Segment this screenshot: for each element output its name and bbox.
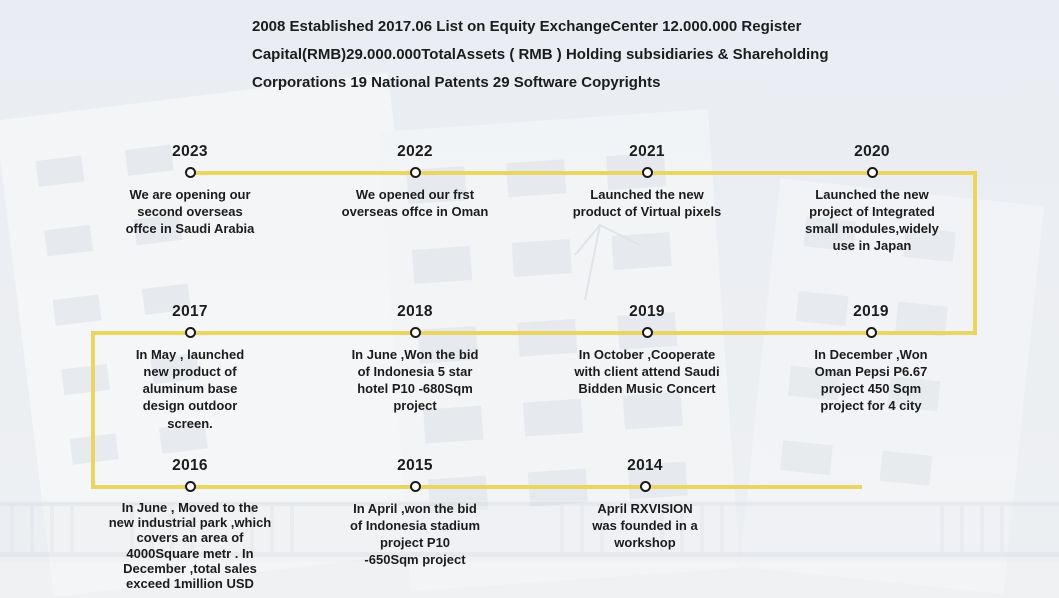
timeline-year: 2023 (172, 143, 208, 160)
timeline-year: 2016 (172, 457, 208, 474)
header-line-2: Capital(RMB)29.000.000TotalAssets ( RMB … (252, 46, 829, 63)
timeline-item-2015: 2015 In April ,won the bid of Indonesia … (309, 457, 521, 569)
timeline-item-2019-december: 2019 In December ,Won Oman Pepsi P6.67 p… (765, 303, 977, 415)
timeline-item-2017: 2017 In May , launched new product of al… (84, 303, 296, 432)
timeline-year: 2022 (397, 143, 433, 160)
timeline-description: We opened our frst overseas offce in Oma… (341, 187, 489, 220)
timeline-item-2016: 2016 In June , Moved to the new industri… (84, 457, 296, 591)
timeline-year: 2020 (854, 143, 890, 160)
timeline-node-icon (641, 167, 653, 178)
timeline-year: 2014 (627, 457, 663, 474)
header-line-3: Corporations 19 National Patents 29 Soft… (252, 74, 661, 91)
timeline-year: 2021 (629, 143, 665, 160)
timeline-node-icon (184, 327, 196, 338)
timeline-item-2014: 2014 April RXVISION was founded in a wor… (539, 457, 751, 551)
timeline-description: In April ,won the bid of Indonesia stadi… (349, 501, 480, 568)
timeline-node-icon (409, 327, 421, 338)
timeline-node-icon (865, 327, 877, 338)
timeline-node-icon (409, 167, 421, 178)
timeline-description: In December ,Won Oman Pepsi P6.67 projec… (814, 347, 928, 414)
timeline-year: 2019 (629, 303, 665, 320)
company-summary-header: 2008 Established 2017.06 List on Equity … (252, 13, 832, 97)
timeline-description: April RXVISION was founded in a workshop (592, 501, 698, 551)
timeline-description: In June ,Won the bid of Indonesia 5 star… (351, 347, 479, 414)
timeline-node-icon (184, 481, 196, 492)
timeline-description: We are opening our second overseas offce… (125, 187, 255, 237)
timeline-item-2021: 2021 Launched the new product of Virtual… (541, 143, 753, 220)
timeline-description: In May , launched new product of aluminu… (135, 347, 245, 431)
timeline-year: 2019 (853, 303, 889, 320)
timeline-year: 2015 (397, 457, 433, 474)
timeline-description: In October ,Cooperate with client attend… (574, 347, 720, 397)
header-line-1: 2008 Established 2017.06 List on Equity … (252, 18, 802, 35)
timeline-year: 2017 (172, 303, 208, 320)
timeline-item-2018: 2018 In June ,Won the bid of Indonesia 5… (309, 303, 521, 415)
timeline-item-2023: 2023 We are opening our second overseas … (84, 143, 296, 237)
timeline-description: Launched the new product of Virtual pixe… (572, 187, 722, 220)
timeline-item-2020: 2020 Launched the new project of Integra… (766, 143, 978, 255)
timeline-node-icon (184, 167, 196, 178)
timeline-node-icon (641, 327, 653, 338)
timeline-description: In June , Moved to the new industrial pa… (108, 500, 272, 592)
timeline-node-icon (409, 481, 421, 492)
timeline-year: 2018 (397, 303, 433, 320)
timeline-node-icon (639, 481, 651, 492)
timeline-description: Launched the new project of Integrated s… (805, 187, 939, 254)
timeline-node-icon (866, 167, 878, 178)
timeline-item-2019-october: 2019 In October ,Cooperate with client a… (541, 303, 753, 397)
timeline-item-2022: 2022 We opened our frst overseas offce i… (309, 143, 521, 220)
